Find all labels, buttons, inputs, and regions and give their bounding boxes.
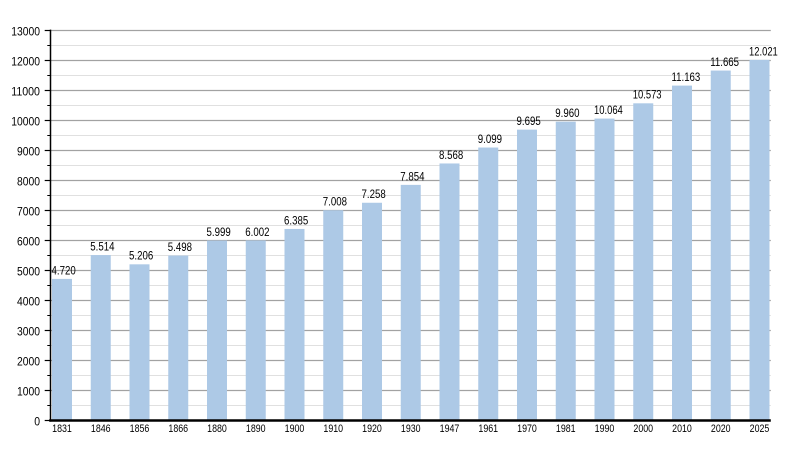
svg-text:11000: 11000 [11,85,40,99]
svg-text:7.258: 7.258 [362,188,386,201]
svg-text:1981: 1981 [556,423,576,435]
svg-text:8.568: 8.568 [439,149,463,162]
svg-text:2000: 2000 [17,355,40,369]
svg-text:5.999: 5.999 [207,226,231,239]
svg-text:7000: 7000 [17,205,40,219]
svg-text:6.002: 6.002 [245,226,269,239]
svg-text:12.021: 12.021 [749,45,778,58]
svg-text:1866: 1866 [168,423,188,435]
svg-text:4000: 4000 [17,295,40,309]
svg-text:1846: 1846 [91,423,111,435]
svg-text:7.008: 7.008 [323,196,347,209]
svg-text:11.665: 11.665 [710,56,739,69]
svg-text:1930: 1930 [401,423,421,435]
svg-text:10.064: 10.064 [594,104,623,117]
svg-text:2025: 2025 [750,423,770,435]
svg-text:5000: 5000 [17,265,40,279]
svg-text:5.514: 5.514 [90,240,115,253]
svg-text:1000: 1000 [17,385,40,399]
svg-text:6000: 6000 [17,235,40,249]
svg-text:9.960: 9.960 [555,107,579,120]
svg-text:6.385: 6.385 [284,214,308,227]
svg-text:2020: 2020 [711,423,731,435]
svg-text:5.498: 5.498 [168,241,192,254]
svg-text:12000: 12000 [11,55,40,69]
svg-text:1900: 1900 [285,423,305,435]
svg-text:0: 0 [34,415,40,429]
svg-text:1920: 1920 [362,423,382,435]
svg-text:5.206: 5.206 [129,250,153,263]
svg-text:2010: 2010 [672,423,692,435]
svg-text:1831: 1831 [52,423,72,435]
svg-text:8000: 8000 [17,175,40,189]
svg-text:9000: 9000 [17,145,40,159]
svg-text:1856: 1856 [130,423,150,435]
svg-text:10.573: 10.573 [633,89,662,102]
svg-text:7.854: 7.854 [400,170,425,183]
svg-text:4.720: 4.720 [52,264,76,277]
svg-text:1880: 1880 [207,423,227,435]
svg-text:1947: 1947 [440,423,460,435]
svg-text:9.695: 9.695 [517,115,541,128]
svg-text:10000: 10000 [11,115,40,129]
svg-text:3000: 3000 [17,325,40,339]
svg-text:1961: 1961 [478,423,498,435]
svg-text:2000: 2000 [633,423,653,435]
svg-text:9.099: 9.099 [478,133,502,146]
svg-text:13000: 13000 [11,25,40,39]
svg-text:1970: 1970 [517,423,537,435]
svg-text:1890: 1890 [246,423,266,435]
svg-text:1990: 1990 [595,423,615,435]
svg-text:11.163: 11.163 [672,71,701,84]
svg-text:1910: 1910 [323,423,343,435]
